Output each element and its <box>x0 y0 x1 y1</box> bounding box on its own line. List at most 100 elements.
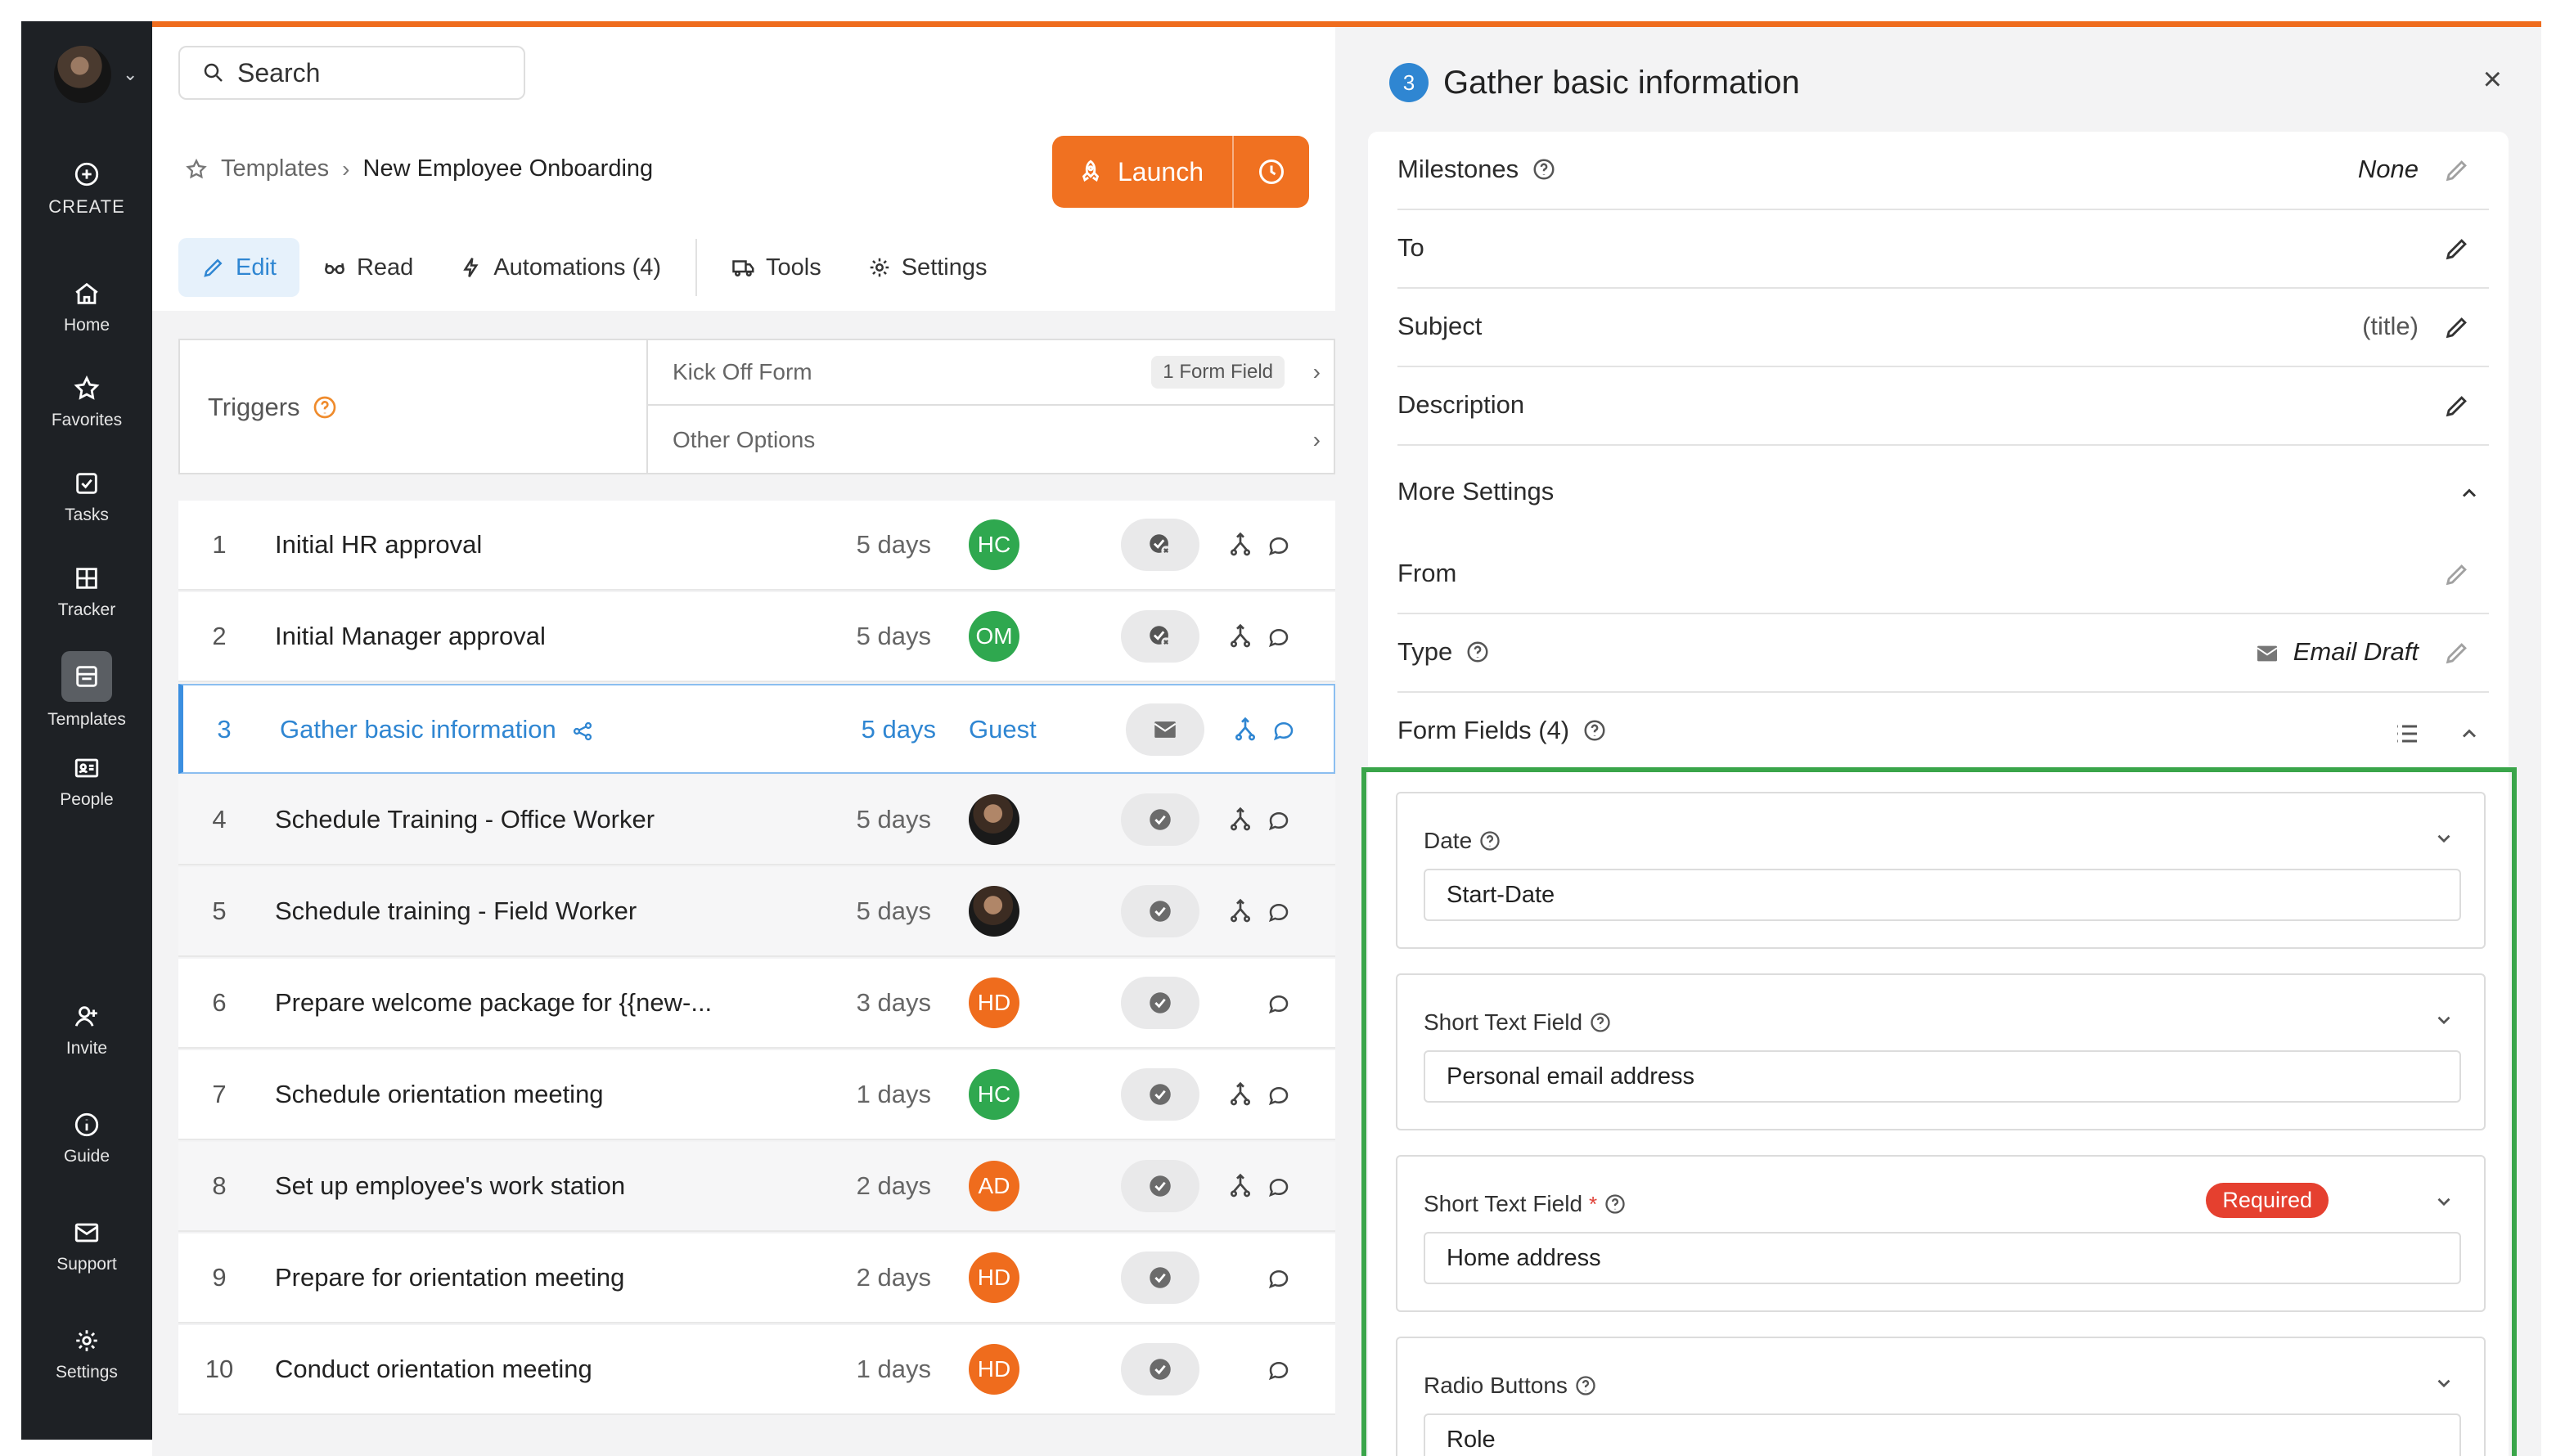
comment-icon[interactable] <box>1267 991 1291 1016</box>
task-row[interactable]: 9 Prepare for orientation meeting 2 days HD <box>178 1234 1335 1323</box>
schedule-launch-button[interactable] <box>1234 157 1309 186</box>
avatar[interactable] <box>54 46 111 103</box>
chevron-down-icon[interactable] <box>2433 1191 2455 1212</box>
tab-settings[interactable]: Settings <box>844 238 1010 297</box>
help-icon[interactable] <box>312 394 338 420</box>
task-row[interactable]: 8 Set up employee's work station 2 days AD <box>178 1142 1335 1232</box>
tab-edit[interactable]: Edit <box>178 238 299 297</box>
pencil-icon[interactable] <box>2443 313 2471 341</box>
sidebar-item-tracker[interactable]: Tracker <box>21 564 152 620</box>
kickoff-form-row[interactable]: Kick Off Form 1 Form Field › <box>648 340 1334 406</box>
chevron-down-icon[interactable] <box>2433 1009 2455 1031</box>
form-field-card[interactable]: Short Text Field * Required Home address <box>1396 1155 2486 1312</box>
help-icon[interactable] <box>1589 1011 1612 1034</box>
help-icon[interactable] <box>1465 640 1490 664</box>
launch-button[interactable]: Launch <box>1052 136 1234 208</box>
assignee-avatar[interactable]: OM <box>969 611 1019 662</box>
comment-icon[interactable] <box>1267 1358 1291 1382</box>
sidebar-item-support[interactable]: Support <box>21 1219 152 1274</box>
task-type-check-icon[interactable] <box>1121 793 1199 846</box>
comment-icon[interactable] <box>1267 625 1291 649</box>
task-title[interactable]: Prepare for orientation meeting <box>275 1263 624 1292</box>
star-outline-icon[interactable] <box>185 158 208 181</box>
subject-row[interactable]: Subject (title) <box>1397 289 2489 367</box>
task-title[interactable]: Gather basic information <box>280 715 594 744</box>
tab-read[interactable]: Read <box>299 238 436 297</box>
share-icon[interactable] <box>571 720 594 743</box>
milestones-row[interactable]: Milestones None <box>1397 132 2489 210</box>
task-title[interactable]: Schedule orientation meeting <box>275 1080 604 1109</box>
conditional-branch-icon[interactable] <box>1227 898 1253 924</box>
task-type-approval-icon[interactable] <box>1121 519 1199 571</box>
conditional-branch-icon[interactable] <box>1227 1173 1253 1199</box>
comment-icon[interactable] <box>1271 718 1296 743</box>
close-icon[interactable]: × <box>2482 61 2502 97</box>
assignee-avatar[interactable] <box>969 886 1019 937</box>
chevron-up-icon[interactable] <box>2458 722 2481 745</box>
task-title[interactable]: Prepare welcome package for {{new-... <box>275 988 712 1018</box>
user-menu[interactable]: ⌄ <box>54 41 152 106</box>
task-row[interactable]: 10 Conduct orientation meeting 1 days HD <box>178 1325 1335 1415</box>
sidebar-item-invite[interactable]: Invite <box>21 1003 152 1058</box>
form-field-card[interactable]: Short Text Field Personal email address <box>1396 973 2486 1130</box>
conditional-branch-icon[interactable] <box>1227 623 1253 649</box>
task-duration[interactable]: 2 days <box>856 1263 931 1292</box>
assignee-guest[interactable]: Guest <box>969 715 1037 744</box>
tab-automations[interactable]: Automations (4) <box>436 238 684 297</box>
to-row[interactable]: To <box>1397 210 2489 289</box>
description-row[interactable]: Description <box>1397 367 2489 446</box>
chevron-down-icon[interactable]: ⌄ <box>123 64 138 84</box>
task-row[interactable]: 7 Schedule orientation meeting 1 days HC <box>178 1050 1335 1140</box>
pencil-icon[interactable] <box>2443 235 2471 263</box>
help-icon[interactable] <box>1532 157 1556 182</box>
task-type-check-icon[interactable] <box>1121 1160 1199 1212</box>
comment-icon[interactable] <box>1267 1083 1291 1108</box>
task-title[interactable]: Initial HR approval <box>275 530 482 559</box>
sidebar-item-people[interactable]: People <box>21 754 152 810</box>
comment-icon[interactable] <box>1267 533 1291 558</box>
more-settings-row[interactable]: More Settings <box>1397 446 2489 536</box>
other-options-row[interactable]: Other Options › <box>648 407 1334 473</box>
tab-tools[interactable]: Tools <box>709 238 844 297</box>
pencil-icon[interactable] <box>2443 639 2471 667</box>
help-icon[interactable] <box>1478 829 1501 852</box>
comment-icon[interactable] <box>1267 1266 1291 1291</box>
sidebar-item-tasks[interactable]: Tasks <box>21 470 152 525</box>
task-title[interactable]: Schedule training - Field Worker <box>275 897 637 926</box>
task-title[interactable]: Initial Manager approval <box>275 622 546 651</box>
task-duration[interactable]: 5 days <box>856 897 931 925</box>
task-row[interactable]: 4 Schedule Training - Office Worker 5 days <box>178 775 1335 865</box>
sidebar-item-create[interactable]: CREATE <box>21 160 152 218</box>
from-row[interactable]: From <box>1397 536 2489 614</box>
breadcrumb-templates-link[interactable]: Templates <box>221 155 330 182</box>
task-type-check-icon[interactable] <box>1121 1343 1199 1395</box>
task-duration[interactable]: 5 days <box>856 805 931 834</box>
assignee-avatar[interactable] <box>969 794 1019 845</box>
assignee-avatar[interactable]: HD <box>969 977 1019 1028</box>
comment-icon[interactable] <box>1267 900 1291 924</box>
pencil-icon[interactable] <box>2443 156 2471 184</box>
form-field-input[interactable]: Home address <box>1424 1232 2461 1284</box>
task-title[interactable]: Schedule Training - Office Worker <box>275 805 655 834</box>
task-duration[interactable]: 5 days <box>856 530 931 559</box>
help-icon[interactable] <box>1574 1374 1597 1397</box>
task-row[interactable]: 2 Initial Manager approval 5 days OM <box>178 592 1335 682</box>
pencil-icon[interactable] <box>2443 392 2471 420</box>
comment-icon[interactable] <box>1267 1175 1291 1199</box>
task-row[interactable]: 3 Gather basic information 5 days Guest <box>178 684 1335 774</box>
form-field-input[interactable]: Personal email address <box>1424 1050 2461 1103</box>
task-duration[interactable]: 2 days <box>856 1171 931 1200</box>
sidebar-item-settings[interactable]: Settings <box>21 1327 152 1382</box>
form-field-card[interactable]: Radio Buttons Role <box>1396 1337 2486 1456</box>
task-duration[interactable]: 5 days <box>861 715 936 744</box>
task-title[interactable]: Set up employee's work station <box>275 1171 625 1201</box>
task-type-approval-icon[interactable] <box>1121 610 1199 663</box>
search-input[interactable]: Search <box>178 46 525 100</box>
task-row[interactable]: 6 Prepare welcome package for {{new-... 3 … <box>178 959 1335 1049</box>
pencil-icon[interactable] <box>2443 560 2471 588</box>
task-title[interactable]: Conduct orientation meeting <box>275 1355 592 1384</box>
chevron-down-icon[interactable] <box>2433 828 2455 849</box>
assignee-avatar[interactable]: AD <box>969 1161 1019 1211</box>
task-duration[interactable]: 1 days <box>856 1355 931 1383</box>
task-type-check-icon[interactable] <box>1121 1068 1199 1121</box>
